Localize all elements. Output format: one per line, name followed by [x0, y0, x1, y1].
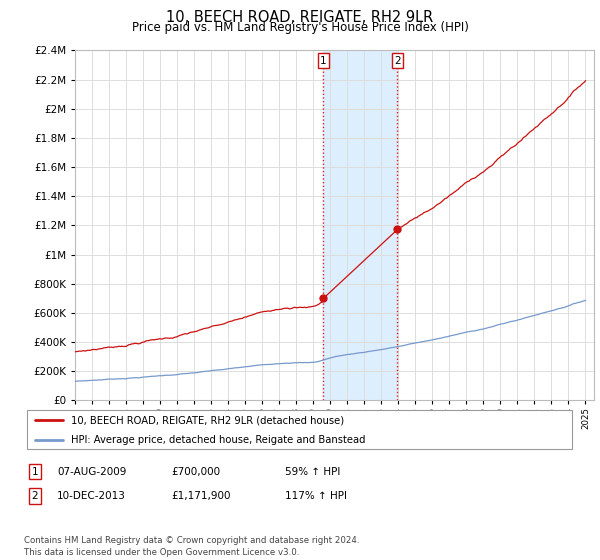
Text: 07-AUG-2009: 07-AUG-2009 [57, 466, 127, 477]
Text: 10, BEECH ROAD, REIGATE, RH2 9LR: 10, BEECH ROAD, REIGATE, RH2 9LR [166, 10, 434, 25]
Text: Price paid vs. HM Land Registry's House Price Index (HPI): Price paid vs. HM Land Registry's House … [131, 21, 469, 34]
Text: 2: 2 [394, 55, 401, 66]
Text: 117% ↑ HPI: 117% ↑ HPI [285, 491, 347, 501]
Bar [323, 50, 397, 400]
Text: 10-DEC-2013: 10-DEC-2013 [57, 491, 126, 501]
Text: £700,000: £700,000 [171, 466, 220, 477]
Text: HPI: Average price, detached house, Reigate and Banstead: HPI: Average price, detached house, Reig… [71, 435, 365, 445]
Text: 1: 1 [31, 466, 38, 477]
Text: 2: 2 [31, 491, 38, 501]
Text: 10, BEECH ROAD, REIGATE, RH2 9LR (detached house): 10, BEECH ROAD, REIGATE, RH2 9LR (detach… [71, 415, 344, 425]
Text: 1: 1 [320, 55, 327, 66]
FancyBboxPatch shape [27, 410, 572, 449]
Text: Contains HM Land Registry data © Crown copyright and database right 2024.
This d: Contains HM Land Registry data © Crown c… [24, 536, 359, 557]
Text: 59% ↑ HPI: 59% ↑ HPI [285, 466, 340, 477]
Text: £1,171,900: £1,171,900 [171, 491, 230, 501]
